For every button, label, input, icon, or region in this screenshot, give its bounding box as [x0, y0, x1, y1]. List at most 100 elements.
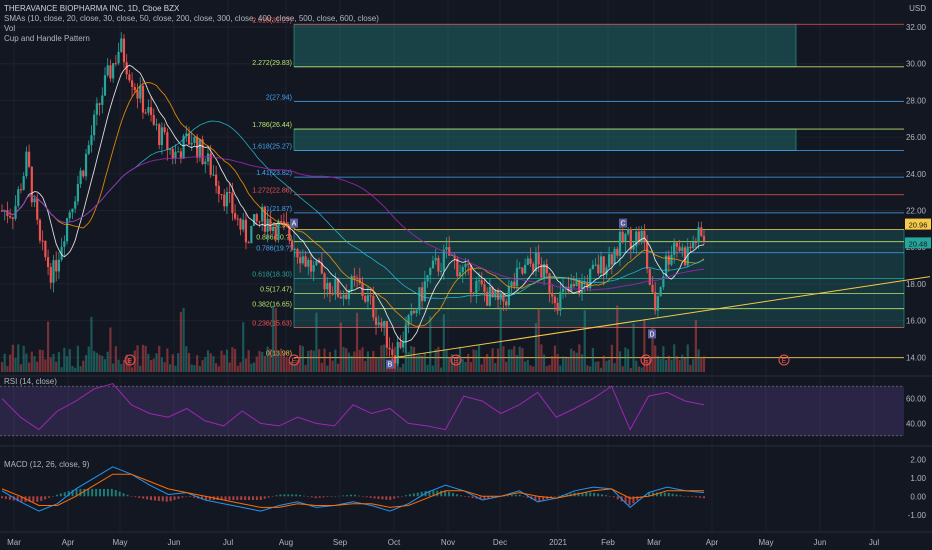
candle-body[interactable] [280, 221, 283, 223]
candle-body[interactable] [323, 273, 326, 290]
candle-body[interactable] [429, 268, 432, 276]
candle-body[interactable] [673, 242, 676, 255]
candle-body[interactable] [193, 136, 196, 143]
pattern-legend[interactable]: Cup and Handle Pattern [4, 34, 90, 43]
candle-body[interactable] [19, 189, 23, 191]
candle-body[interactable] [423, 281, 426, 302]
candle-body[interactable] [125, 62, 128, 75]
candle-body[interactable] [570, 284, 573, 292]
candle-body[interactable] [572, 284, 575, 287]
candle-body[interactable] [412, 310, 416, 314]
candle-body[interactable] [0, 210, 4, 212]
candle-body[interactable] [694, 242, 697, 244]
candle-body[interactable] [380, 322, 383, 327]
candle-body[interactable] [613, 248, 616, 265]
candle-body[interactable] [220, 194, 223, 196]
candle-body[interactable] [494, 290, 497, 298]
candle-body[interactable] [296, 248, 299, 258]
title[interactable]: THERAVANCE BIOPHARMA INC, 1D, Cboe BZX [4, 4, 180, 13]
candle-body[interactable] [288, 225, 291, 241]
candle-body[interactable] [185, 133, 188, 136]
candle-body[interactable] [149, 107, 153, 115]
candle-body[interactable] [290, 240, 294, 250]
candle-body[interactable] [204, 161, 207, 165]
candle-body[interactable] [480, 280, 483, 285]
candle-body[interactable] [635, 231, 638, 247]
candle-body[interactable] [578, 280, 581, 294]
candle-body[interactable] [223, 194, 226, 207]
candle-body[interactable] [231, 192, 234, 214]
candle-body[interactable] [65, 218, 69, 242]
rsi-legend[interactable]: RSI (14, close) [4, 377, 57, 386]
candle-body[interactable] [131, 80, 134, 87]
candle-body[interactable] [391, 349, 394, 356]
candle-body[interactable] [309, 260, 313, 272]
candle-body[interactable] [561, 288, 565, 292]
candle-body[interactable] [22, 176, 25, 190]
candle-body[interactable] [28, 151, 31, 167]
candle-body[interactable] [87, 145, 90, 154]
candle-body[interactable] [434, 257, 437, 261]
candle-body[interactable] [63, 241, 66, 247]
candle-body[interactable] [339, 296, 342, 299]
candle-body[interactable] [112, 63, 115, 79]
candle-body[interactable] [689, 246, 692, 249]
candle-body[interactable] [467, 263, 470, 265]
candle-body[interactable] [664, 255, 668, 277]
candle-body[interactable] [160, 127, 164, 146]
candle-body[interactable] [136, 90, 139, 99]
candle-body[interactable] [328, 282, 332, 294]
candle-body[interactable] [6, 210, 9, 217]
candle-body[interactable] [448, 247, 451, 256]
candle-body[interactable] [9, 216, 12, 218]
candle-body[interactable] [158, 124, 161, 146]
candle-body[interactable] [247, 242, 250, 244]
candle-body[interactable] [198, 139, 201, 158]
candle-body[interactable] [95, 103, 98, 115]
candle-body[interactable] [30, 166, 33, 203]
candle-body[interactable] [139, 85, 142, 99]
candle-body[interactable] [610, 254, 613, 265]
candle-body[interactable] [217, 185, 220, 195]
candle-body[interactable] [407, 315, 410, 326]
candle-body[interactable] [599, 256, 603, 274]
candle-body[interactable] [242, 219, 245, 230]
candle-body[interactable] [575, 280, 578, 287]
candle-body[interactable] [358, 278, 361, 284]
candle-body[interactable] [228, 192, 231, 194]
candle-body[interactable] [258, 221, 261, 223]
candle-body[interactable] [388, 347, 391, 350]
candle-body[interactable] [274, 227, 277, 239]
candle-body[interactable] [529, 258, 532, 264]
candle-body[interactable] [681, 247, 684, 252]
candle-body[interactable] [299, 257, 302, 264]
candle-body[interactable] [586, 282, 589, 289]
candle-body[interactable] [44, 240, 47, 258]
candle-body[interactable] [106, 65, 109, 76]
candle-body[interactable] [618, 231, 622, 256]
candle-body[interactable] [450, 254, 454, 256]
candle-body[interactable] [654, 292, 657, 311]
candle-body[interactable] [269, 218, 272, 232]
candle-body[interactable] [168, 148, 172, 150]
candle-body[interactable] [90, 135, 93, 146]
candle-body[interactable] [345, 294, 348, 299]
candle-body[interactable] [206, 153, 210, 162]
candle-body[interactable] [404, 325, 407, 343]
sma-legend[interactable]: SMAs (10, close, 20, close, 30, close, 5… [4, 14, 379, 23]
candle-body[interactable] [421, 287, 424, 302]
candle-body[interactable] [68, 212, 71, 219]
candle-body[interactable] [353, 276, 356, 278]
candle-body[interactable] [526, 258, 529, 265]
candle-body[interactable] [567, 286, 570, 292]
candle-body[interactable] [589, 269, 592, 289]
candle-body[interactable] [38, 219, 42, 241]
candle-body[interactable] [98, 103, 101, 105]
candle-body[interactable] [33, 198, 36, 203]
candle-body[interactable] [524, 264, 527, 274]
candle-body[interactable] [190, 142, 193, 145]
candle-body[interactable] [84, 153, 88, 177]
candle-body[interactable] [239, 218, 242, 230]
candle-body[interactable] [580, 282, 584, 294]
candle-body[interactable] [334, 278, 337, 295]
